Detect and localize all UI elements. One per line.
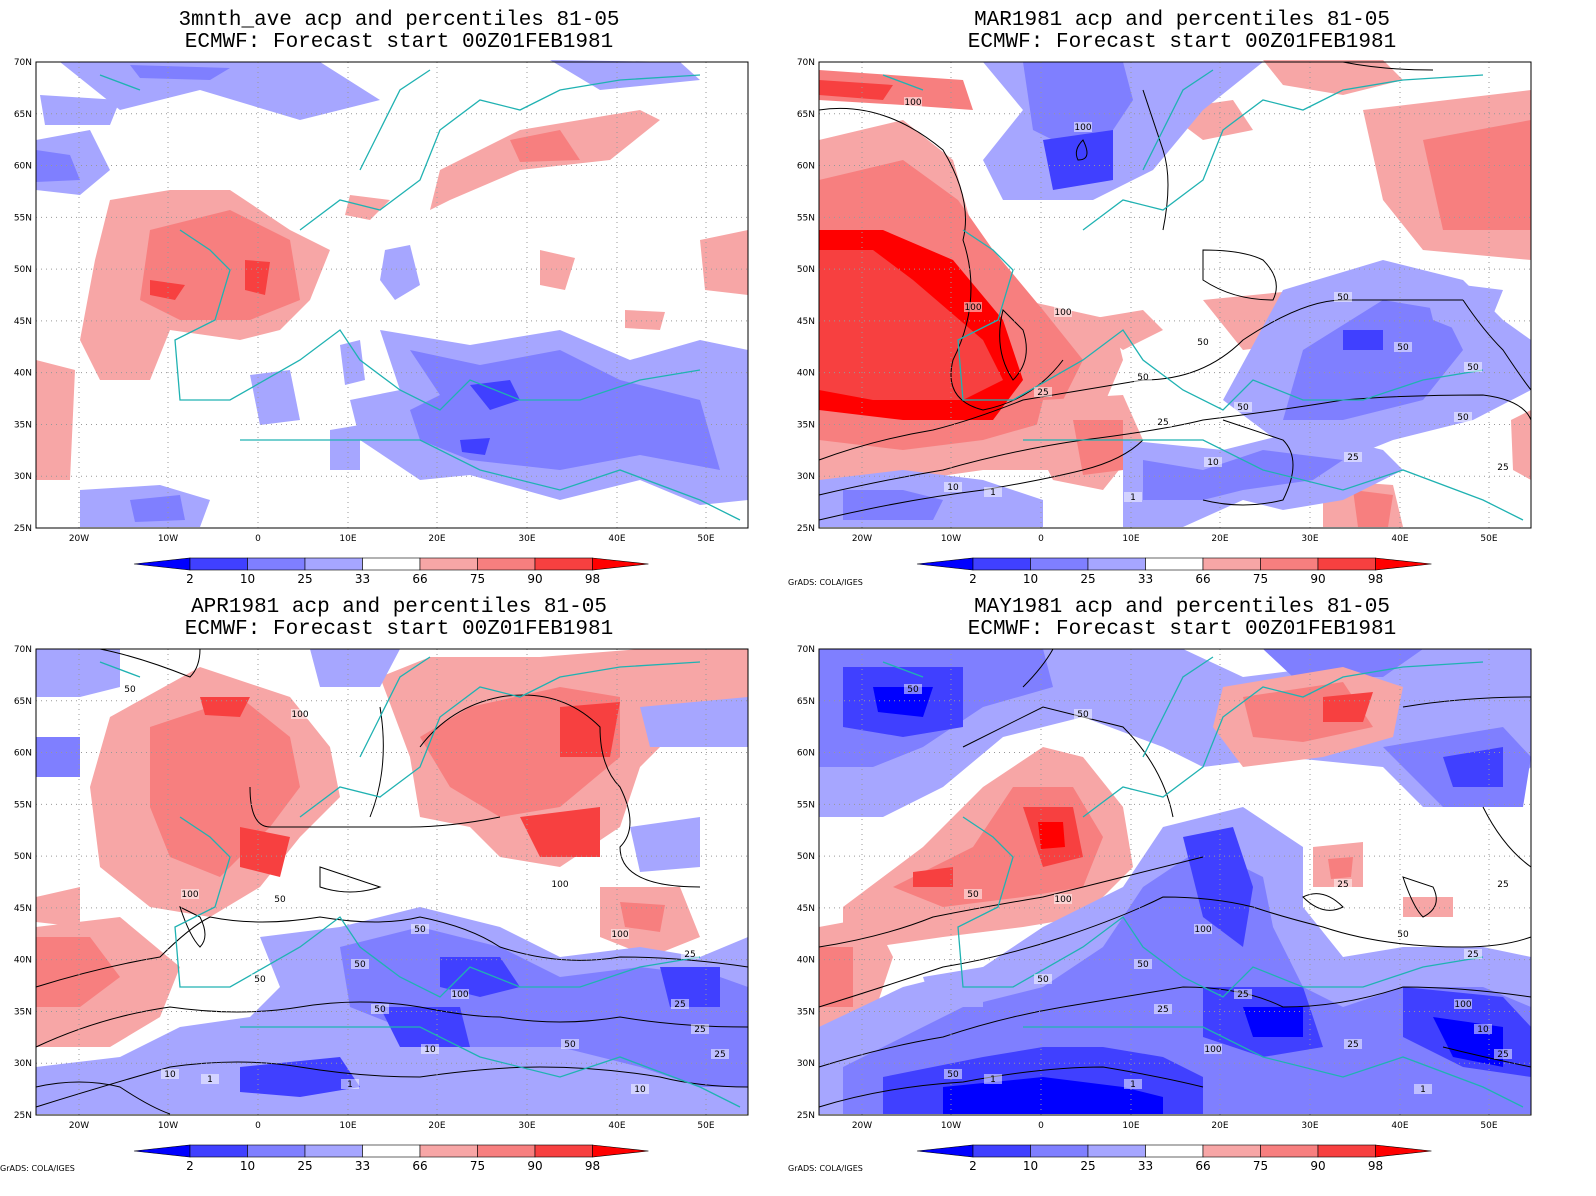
credit-text: GrADS: COLA/IGES	[788, 1164, 863, 1173]
panel-apr1981: APR1981 acp and percentiles 81-05 ECMWF:…	[0, 587, 798, 1185]
map-svg	[818, 648, 1532, 1116]
map-svg	[35, 60, 749, 529]
credit-text: GrADS: COLA/IGES	[788, 578, 863, 587]
panel-subtitle: ECMWF: Forecast start 00Z01FEB1981	[967, 31, 1397, 54]
panel-title: APR1981 acp and percentiles 81-05	[191, 596, 607, 619]
credit-text: GrADS: COLA/IGES	[0, 1164, 75, 1173]
panel-title: MAY1981 acp and percentiles 81-05	[974, 596, 1390, 619]
panel-mar1981: MAR1981 acp and percentiles 81-05 ECMWF:…	[783, 0, 1581, 598]
panel-title: MAR1981 acp and percentiles 81-05	[974, 9, 1390, 32]
percentile-field	[36, 60, 748, 527]
percentile-field	[819, 60, 1531, 527]
panel-may1981: MAY1981 acp and percentiles 81-05 ECMWF:…	[783, 587, 1581, 1185]
percentile-field	[36, 649, 748, 1114]
panel-subtitle: ECMWF: Forecast start 00Z01FEB1981	[967, 618, 1397, 641]
panel-3month: 3mnth_ave acp and percentiles 81-05 ECMW…	[0, 0, 798, 598]
map-svg	[818, 60, 1532, 529]
map-svg	[35, 648, 749, 1116]
percentile-field	[819, 649, 1531, 1114]
panel-subtitle: ECMWF: Forecast start 00Z01FEB1981	[184, 31, 614, 54]
panel-subtitle: ECMWF: Forecast start 00Z01FEB1981	[184, 618, 614, 641]
panel-title: 3mnth_ave acp and percentiles 81-05	[178, 9, 620, 32]
